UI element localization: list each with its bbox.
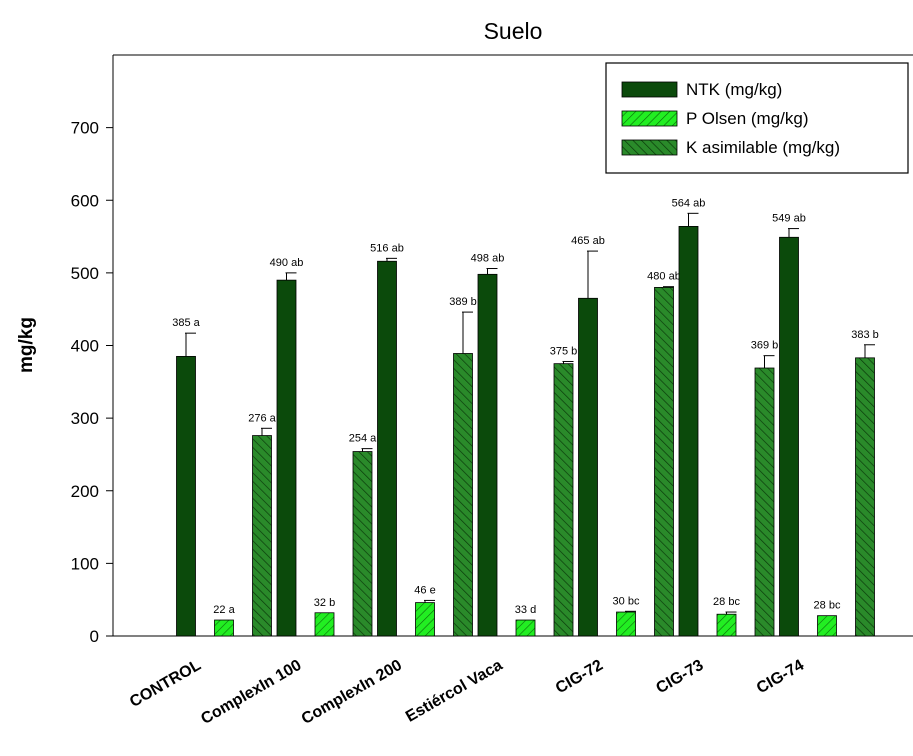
x-category-label: Estiércol Vaca (403, 657, 506, 726)
data-label: 276 a (248, 412, 276, 424)
y-tick-label: 500 (71, 264, 99, 283)
data-label: 564 ab (672, 197, 706, 209)
legend-swatch (621, 81, 678, 98)
data-label: 369 b (751, 340, 779, 352)
data-label: 22 a (213, 604, 235, 616)
bar (654, 286, 674, 637)
y-tick-label: 100 (71, 554, 99, 573)
bar (214, 619, 234, 637)
data-label: 389 b (449, 296, 477, 308)
bar (176, 355, 196, 637)
data-label: 32 b (314, 597, 335, 609)
y-axis-label: mg/kg (16, 317, 37, 373)
bar (453, 353, 473, 637)
data-label: 33 d (515, 604, 536, 616)
legend-entry-label: K asimilable (mg/kg) (686, 138, 840, 157)
data-label: 490 ab (270, 257, 304, 269)
bar (276, 279, 297, 637)
data-label: 28 bc (814, 600, 841, 612)
y-tick-label: 200 (71, 482, 99, 501)
bar (252, 435, 272, 637)
data-label: 30 bc (613, 595, 640, 607)
x-category-label: ComplexIn 100 (198, 657, 304, 728)
bar (515, 619, 536, 637)
legend-swatch (621, 139, 678, 156)
chart-title: Suelo (484, 18, 543, 44)
x-category-label: CONTROL (127, 657, 204, 711)
bar (352, 451, 373, 637)
data-label: 516 ab (370, 242, 404, 254)
bar (817, 615, 837, 637)
data-label: 28 bc (713, 596, 740, 608)
x-category-label: CIG-74 (754, 657, 807, 698)
x-category-label: CIG-73 (653, 657, 706, 698)
bar (553, 363, 574, 637)
bar (678, 225, 699, 637)
y-tick-label: 400 (71, 337, 99, 356)
data-label: 385 a (172, 317, 200, 329)
legend-entry-label: P Olsen (mg/kg) (686, 109, 809, 128)
x-category-label: ComplexIn 200 (299, 657, 405, 728)
data-label: 480 ab (647, 271, 681, 283)
y-tick-label: 700 (71, 119, 99, 138)
bar (477, 273, 498, 637)
bar (716, 613, 737, 637)
data-label: 549 ab (772, 213, 806, 225)
bar (754, 367, 775, 637)
data-label: 46 e (414, 584, 435, 596)
y-tick-label: 300 (71, 409, 99, 428)
x-category-label: CIG-72 (553, 657, 606, 698)
bar (578, 297, 598, 637)
data-label: 254 a (349, 433, 377, 445)
data-label: 383 b (851, 329, 879, 341)
bar (616, 611, 636, 637)
bar (415, 602, 435, 637)
bar (779, 236, 799, 637)
data-label: 465 ab (571, 235, 605, 247)
y-tick-label: 0 (90, 627, 99, 646)
legend: NTK (mg/kg) P Olsen (mg/kg) K asimilable (… (605, 62, 909, 174)
legend-swatch (621, 110, 678, 127)
bar (855, 357, 875, 637)
data-label: 498 ab (471, 253, 505, 265)
bars-layer: 385 a 22 a 276 a 490 ab 32 b 254 a 516 ab 46 e 3… (172, 197, 879, 637)
y-tick-label: 600 (71, 191, 99, 210)
legend-entry-label: NTK (mg/kg) (686, 80, 782, 99)
bar (314, 612, 335, 637)
bar (377, 260, 397, 637)
data-label: 375 b (550, 345, 578, 357)
